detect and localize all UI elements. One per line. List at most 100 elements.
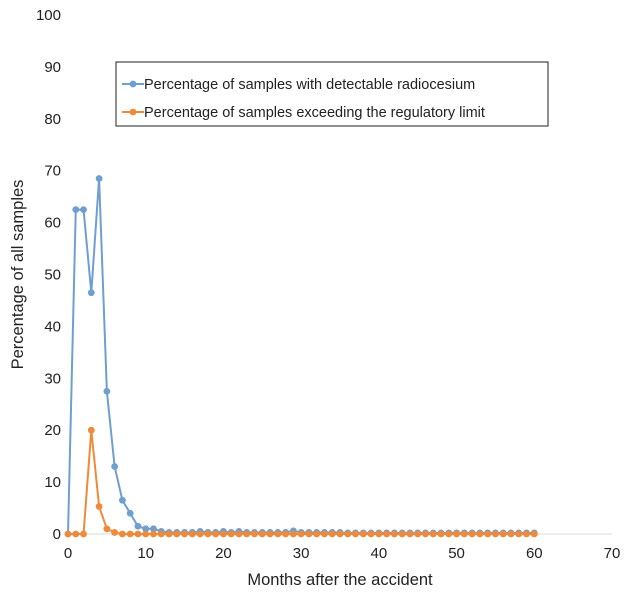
series-2-point (95, 503, 103, 510)
y-tick-label: 30 (44, 370, 61, 387)
legend-label: Percentage of samples with detectable ra… (144, 77, 475, 93)
series-2-point (181, 530, 188, 538)
legend-box (115, 61, 549, 127)
series-2-point (103, 525, 111, 533)
legend-item-2: Percentage of samples exceeding the regu… (122, 105, 485, 121)
series-2-point (313, 530, 321, 538)
series-2-point (336, 530, 344, 538)
y-tick-label: 50 (44, 267, 61, 284)
series-1-point (80, 206, 87, 214)
series-2-point (344, 530, 352, 538)
series-2-point (111, 529, 119, 536)
series-2-point (266, 530, 274, 538)
series-2-point (476, 530, 484, 538)
series-2-point (134, 530, 142, 538)
x-tick-label: 20 (215, 545, 232, 562)
series-2-point (414, 530, 422, 538)
series-2-point (375, 530, 383, 538)
y-tick-label: 60 (44, 215, 61, 232)
series-2-point (499, 530, 507, 538)
series-1-point (150, 525, 157, 533)
series-2-point (445, 530, 453, 538)
series-2-point (142, 530, 150, 538)
series-2-point (150, 530, 157, 538)
series-2-point (72, 530, 80, 538)
series-1 (64, 175, 538, 538)
y-axis-tick-labels: 0 10 20 30 40 50 60 70 80 90 100 (36, 7, 61, 543)
x-tick-label: 0 (64, 545, 72, 562)
legend: Percentage of samples with detectable ra… (115, 61, 549, 127)
series-2-point (87, 426, 95, 434)
series-1-point (126, 509, 134, 517)
series-2-point (523, 530, 530, 538)
y-tick-label: 100 (36, 7, 61, 24)
x-tick-label: 10 (137, 545, 154, 562)
series-2-point (530, 530, 538, 538)
y-tick-label: 10 (44, 474, 61, 491)
series-2-point (429, 530, 437, 538)
legend-swatch-marker (129, 80, 137, 88)
series-2-point (484, 530, 492, 538)
series-2-point (64, 530, 72, 538)
series-1-point (103, 387, 111, 395)
series-2-point (359, 530, 367, 538)
y-axis-title: Percentage of all samples (9, 180, 27, 370)
series-2-point (157, 530, 165, 538)
y-tick-label: 40 (44, 318, 61, 335)
x-tick-label: 40 (371, 545, 388, 562)
series-2-point (515, 530, 523, 538)
series-1-point (119, 496, 126, 504)
series-2-point (243, 530, 251, 538)
series-2-point (227, 530, 235, 538)
series-2-point (258, 530, 266, 538)
series-2-point (367, 530, 375, 538)
series-2-point (297, 530, 305, 538)
y-tick-label: 90 (44, 59, 61, 76)
series-2-line (68, 429, 535, 535)
y-tick-label: 20 (44, 422, 61, 439)
series-2-point (352, 530, 359, 538)
series-2-point (126, 530, 134, 538)
series-2-point (305, 530, 313, 538)
series-2-point (119, 530, 126, 538)
series-2-point (196, 530, 204, 538)
series-2-point (391, 530, 398, 538)
legend-label: Percentage of samples exceeding the regu… (144, 105, 485, 121)
x-axis-title: Months after the accident (247, 571, 433, 589)
series-2-point (453, 530, 460, 538)
series-1-point (72, 206, 80, 214)
series-1-point (95, 175, 103, 182)
series-2-point (460, 530, 468, 538)
series-2-point (173, 530, 181, 538)
x-tick-label: 70 (604, 545, 621, 562)
series-2-point (328, 530, 336, 538)
series-1-point (111, 463, 119, 470)
series-2-point (188, 530, 196, 538)
series-2-point (212, 530, 220, 538)
series-1-point (134, 522, 142, 530)
series-2-point (235, 530, 243, 538)
y-tick-label: 0 (53, 526, 61, 543)
series-2-point (507, 530, 515, 538)
series-1-point (87, 289, 95, 297)
x-tick-label: 30 (293, 545, 310, 562)
series-2-point (383, 530, 391, 538)
series-2-point (165, 530, 173, 538)
series-layer (64, 175, 538, 538)
series-2-point (274, 530, 282, 538)
x-tick-label: 50 (448, 545, 465, 562)
x-tick-label: 60 (526, 545, 543, 562)
series-2-point (220, 530, 227, 538)
series-2-point (289, 530, 297, 538)
series-2-point (437, 530, 445, 538)
series-2-point (321, 530, 328, 538)
legend-item-1: Percentage of samples with detectable ra… (122, 77, 475, 93)
series-2-point (492, 530, 499, 538)
series-1-point (142, 525, 150, 533)
series-2 (64, 426, 538, 538)
x-axis-tick-labels: 0 10 20 30 40 50 60 70 (64, 545, 621, 562)
series-2-point (282, 530, 289, 538)
series-2-point (406, 530, 414, 538)
series-2-point (398, 530, 406, 538)
y-tick-label: 80 (44, 111, 61, 128)
